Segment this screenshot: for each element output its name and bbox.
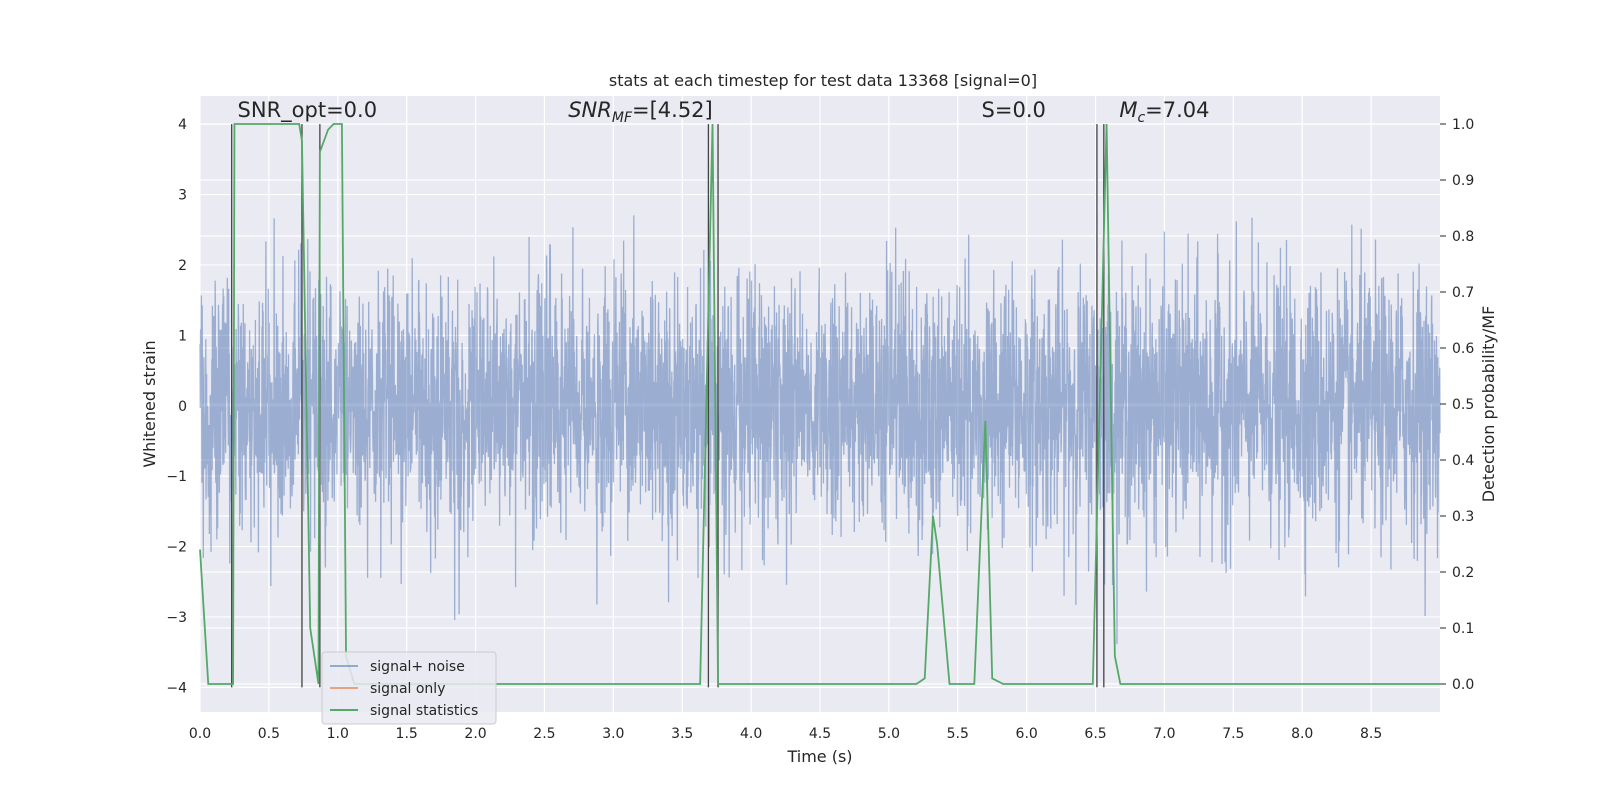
y-left-tick-label: 0 [178, 399, 187, 415]
y-right-tick-label: 0.5 [1452, 397, 1474, 413]
y-right-tick-label: 0.2 [1452, 565, 1474, 581]
x-tick-label: 6.0 [1016, 726, 1038, 742]
stats-series [199, 123, 1440, 685]
annotation-3: Mc=7.04 [1119, 98, 1209, 126]
x-tick-label: 5.0 [878, 726, 900, 742]
x-tick-label: 5.5 [947, 726, 969, 742]
y-left-tick-label: 1 [178, 328, 187, 344]
y-right-tick-label: 0.8 [1452, 229, 1474, 245]
legend-box [321, 651, 497, 725]
chart-title: stats at each timestep for test data 133… [609, 71, 1037, 90]
x-tick-label: 7.0 [1153, 726, 1175, 742]
x-axis-ticks: 0.0 0.5 1.0 1.5 2.0 2.5 3.0 3.5 4.0 4.5 5.0 5.5 6.0 6… [189, 726, 1382, 742]
x-tick-label: 2.5 [533, 726, 555, 742]
legend-entry-2: signal statistics [370, 703, 478, 719]
legend-entry-1: signal only [370, 681, 445, 697]
y-right-tick-label: 1.0 [1452, 117, 1474, 133]
y-right-tick-label: 0.7 [1452, 285, 1474, 301]
x-tick-label: 0.5 [258, 726, 280, 742]
x-tick-label: 4.0 [740, 726, 762, 742]
annotations: SNR_opt=0.0 SNRMF=[4.52] S=0.0 Mc=7.04 [238, 98, 1210, 126]
y-right-tick-label: 0.9 [1452, 173, 1474, 189]
noise-series [199, 215, 1441, 644]
annotation-2: S=0.0 [982, 98, 1046, 122]
y-left-tick-label: −2 [166, 540, 187, 556]
legend: signal+ noise signal only signal statistic… [321, 651, 497, 725]
x-tick-label: 3.5 [671, 726, 693, 742]
y-right-tick-label: 0.3 [1452, 509, 1474, 525]
x-tick-label: 3.0 [602, 726, 624, 742]
y-left-tick-label: −4 [166, 680, 187, 696]
y-right-tick-label: 0.1 [1452, 621, 1474, 637]
annotation-1: SNRMF=[4.52] [568, 98, 713, 126]
y-right-tick-label: 0.4 [1452, 453, 1474, 469]
y-right-tick-label: 0.0 [1452, 677, 1474, 693]
x-tick-label: 1.0 [327, 726, 349, 742]
x-tick-label: 2.0 [464, 726, 486, 742]
legend-entry-0: signal+ noise [370, 659, 465, 675]
x-tick-label: 4.5 [809, 726, 831, 742]
y-axis-left-label: Whitened strain [140, 340, 159, 467]
x-tick-label: 8.5 [1360, 726, 1382, 742]
y-axis-left-ticks: −4 −3 −2 −1 0 1 2 3 4 [166, 117, 187, 696]
y-left-tick-label: −3 [166, 610, 187, 626]
y-right-tick-label: 0.6 [1452, 341, 1474, 357]
x-tick-label: 6.5 [1084, 726, 1106, 742]
y-left-tick-label: 3 [178, 188, 187, 204]
x-tick-label: 7.5 [1222, 726, 1244, 742]
y-axis-right-label: Detection probability/MF [1479, 306, 1498, 503]
y-left-tick-label: −1 [166, 469, 187, 485]
signal-noise-line [199, 215, 1441, 644]
signal-statistics-line [199, 123, 1440, 685]
y-axis-right-ticks: 0.0 0.1 0.2 0.3 0.4 0.5 0.6 0.7 0.8 0.9 1.0 [1440, 117, 1474, 693]
x-axis-label: Time (s) [786, 747, 852, 766]
x-tick-label: 0.0 [189, 726, 211, 742]
y-left-tick-label: 4 [178, 117, 187, 133]
x-tick-label: 1.5 [396, 726, 418, 742]
annotation-0: SNR_opt=0.0 [238, 98, 378, 123]
x-tick-label: 8.0 [1291, 726, 1313, 742]
y-left-tick-label: 2 [178, 258, 187, 274]
